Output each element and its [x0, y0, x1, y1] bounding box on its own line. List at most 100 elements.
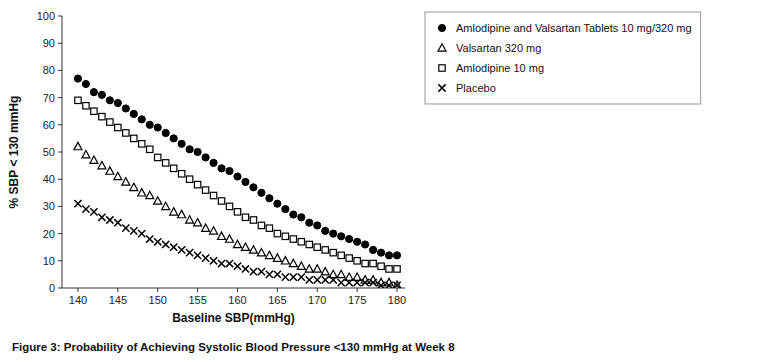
point — [354, 279, 361, 286]
point — [362, 241, 369, 248]
point — [274, 271, 281, 278]
x-tick-label: 150 — [149, 294, 167, 306]
point — [98, 91, 105, 98]
point — [218, 198, 224, 204]
y-tick — [58, 43, 62, 44]
point — [115, 124, 121, 130]
y-tick-label: 60 — [43, 119, 55, 131]
point — [74, 75, 81, 82]
point — [337, 270, 345, 277]
x-tick-label: 140 — [69, 294, 87, 306]
point — [250, 217, 256, 223]
point — [106, 216, 113, 223]
point — [170, 244, 177, 251]
point — [122, 105, 129, 112]
point — [146, 235, 153, 242]
x-tick — [277, 288, 278, 292]
y-tick-label: 10 — [43, 255, 55, 267]
point — [242, 178, 249, 185]
point — [330, 230, 337, 237]
title: Figure 3: Probability of Achieving Systo… — [12, 341, 455, 353]
y-tick — [58, 206, 62, 207]
point — [369, 279, 376, 286]
point — [107, 119, 113, 125]
y-tick-label: 80 — [43, 64, 55, 76]
point — [362, 260, 368, 266]
point — [258, 268, 265, 275]
y-tick — [58, 16, 62, 17]
point — [250, 184, 257, 191]
point — [313, 265, 321, 272]
point — [266, 225, 272, 231]
x-tick — [237, 288, 238, 292]
point — [130, 110, 137, 117]
y-tick-label: 0 — [49, 282, 55, 294]
x-tick-label: 165 — [268, 294, 286, 306]
point — [130, 227, 137, 234]
point — [362, 279, 369, 286]
point — [75, 97, 81, 103]
point — [162, 129, 169, 136]
point — [218, 260, 225, 267]
point — [123, 130, 129, 136]
point — [289, 259, 297, 266]
point — [266, 271, 273, 278]
point — [114, 172, 122, 179]
point — [226, 167, 233, 174]
point — [377, 282, 384, 288]
x-tick-label: 160 — [228, 294, 246, 306]
point — [162, 202, 170, 209]
point — [369, 246, 376, 253]
point — [242, 214, 248, 220]
legend-symbol — [438, 84, 445, 91]
y-tick — [58, 97, 62, 98]
point — [290, 236, 296, 242]
point — [370, 260, 376, 266]
x-tick — [157, 288, 158, 292]
y-tick — [58, 288, 62, 289]
y-tick-label: 100 — [37, 10, 55, 22]
point — [314, 222, 321, 229]
point — [162, 241, 169, 248]
point — [98, 214, 105, 221]
point — [186, 216, 194, 223]
legend-label: Valsartan 320 mg — [456, 42, 541, 54]
point — [139, 141, 145, 147]
point — [170, 165, 176, 171]
y-tick-label: 40 — [43, 173, 55, 185]
point — [194, 219, 202, 226]
point — [393, 252, 400, 259]
point — [130, 183, 138, 190]
point — [314, 244, 320, 250]
point — [282, 206, 289, 213]
point — [321, 267, 329, 274]
point — [378, 263, 384, 269]
y-tick — [58, 179, 62, 180]
point — [98, 161, 106, 168]
y-tick — [58, 260, 62, 261]
point — [210, 192, 216, 198]
point — [154, 238, 161, 245]
x-tick-label: 145 — [109, 294, 127, 306]
point — [178, 171, 184, 177]
legend-label: Amlodipine 10 mg — [456, 62, 544, 74]
x-tick-label: 155 — [188, 294, 206, 306]
legend-symbol — [438, 44, 446, 51]
series — [74, 142, 401, 288]
point — [178, 246, 185, 253]
x-tick — [197, 288, 198, 292]
point — [155, 154, 161, 160]
y-tick-label: 30 — [43, 200, 55, 212]
point — [90, 208, 97, 215]
point — [226, 235, 234, 242]
point — [274, 200, 281, 207]
point — [298, 239, 304, 245]
legend-label: Placebo — [456, 82, 496, 94]
point — [385, 282, 392, 288]
point — [234, 173, 241, 180]
point — [306, 241, 312, 247]
point — [330, 276, 337, 283]
x-tick — [317, 288, 318, 292]
point — [394, 266, 400, 272]
point — [186, 249, 193, 256]
